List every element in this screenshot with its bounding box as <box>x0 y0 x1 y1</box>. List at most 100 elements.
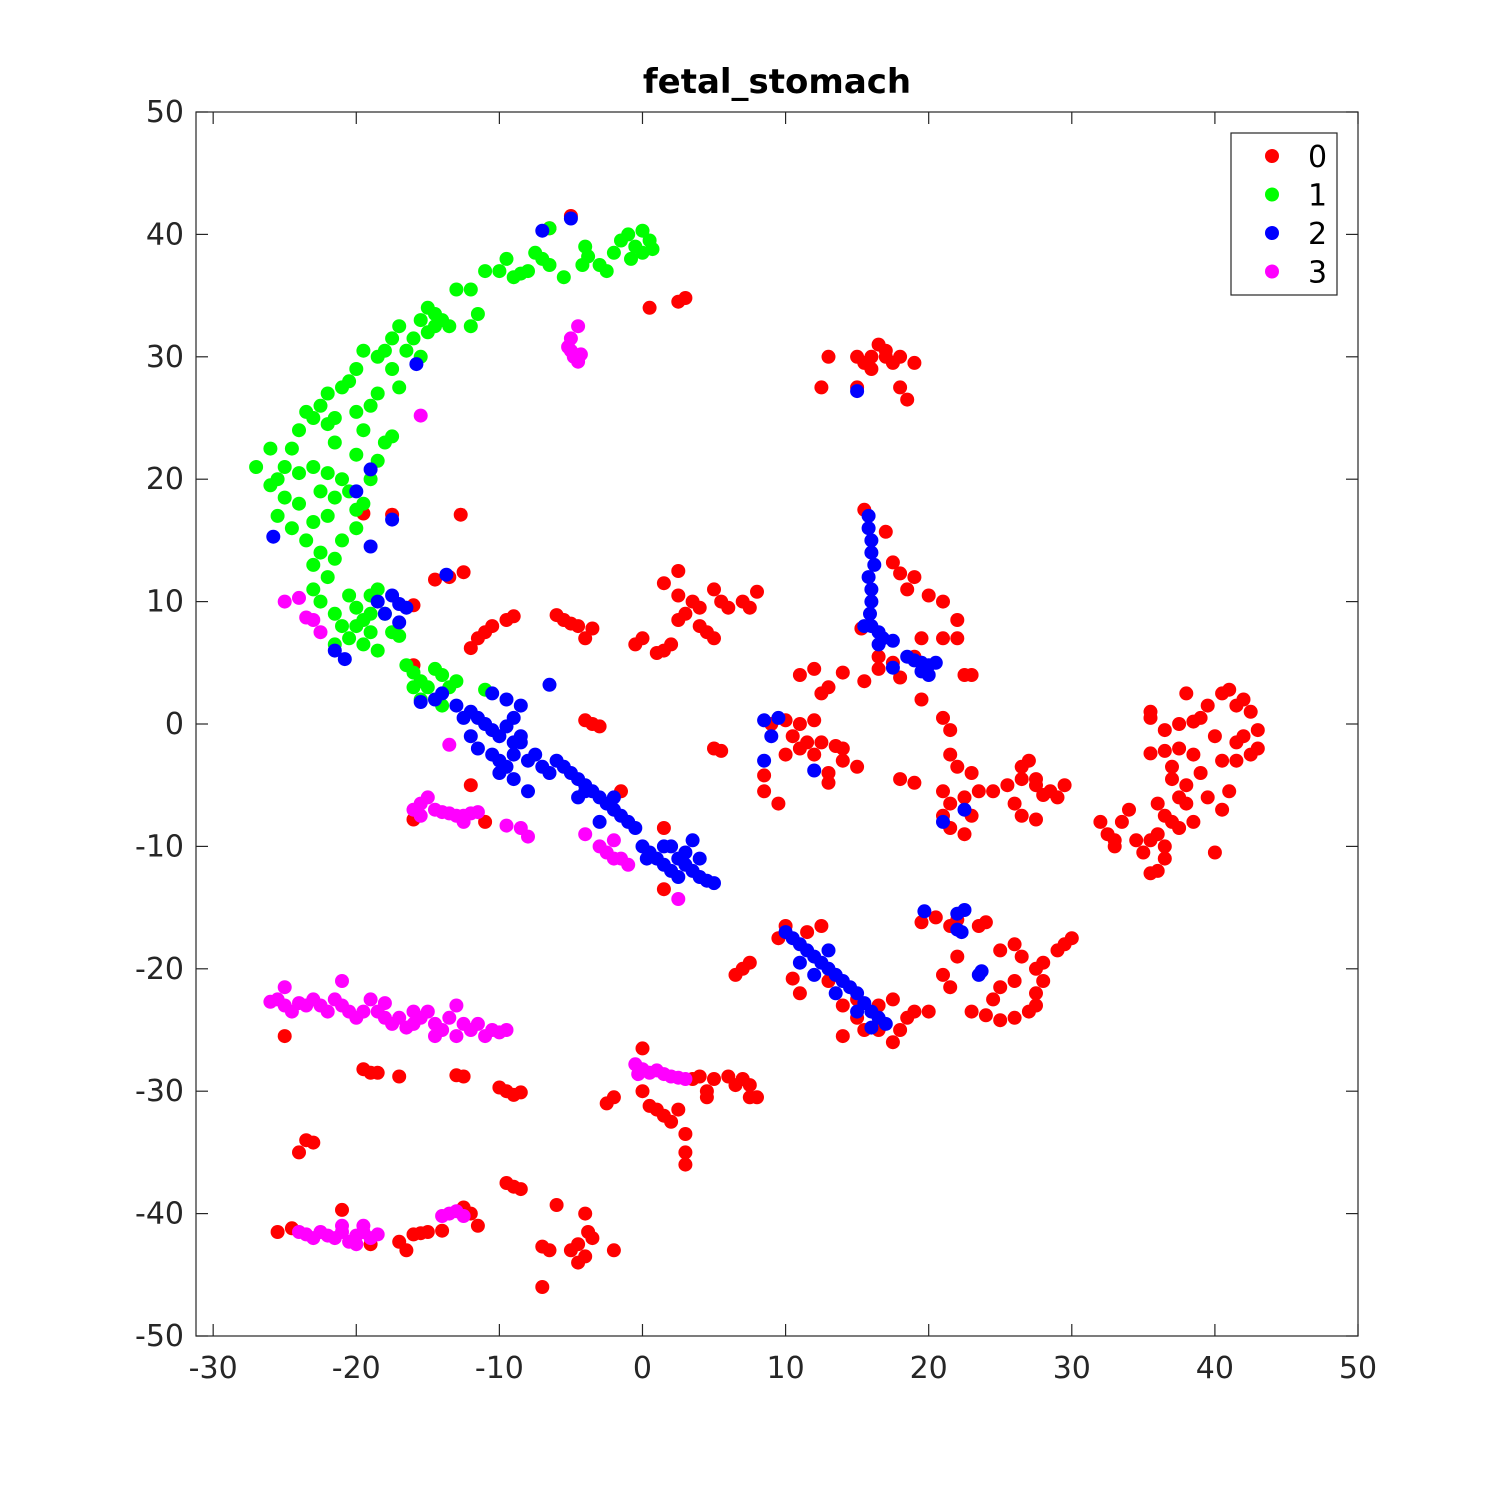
data-point <box>974 964 989 979</box>
series-1 <box>249 221 660 713</box>
data-point <box>1007 937 1022 952</box>
data-point <box>349 362 364 376</box>
data-point <box>320 508 335 523</box>
data-point <box>335 472 349 487</box>
data-point <box>506 772 521 787</box>
data-point <box>335 619 349 634</box>
data-point <box>628 821 643 835</box>
data-point <box>377 996 392 1011</box>
data-point <box>413 408 428 423</box>
data-point <box>327 551 342 566</box>
data-point <box>792 741 807 756</box>
data-point <box>1157 743 1172 758</box>
data-point <box>864 582 879 597</box>
data-point <box>764 729 779 744</box>
data-point <box>878 524 893 539</box>
data-point <box>306 1135 321 1150</box>
data-point <box>1007 796 1022 811</box>
data-point <box>249 460 264 474</box>
data-point <box>678 1127 693 1141</box>
data-point <box>1129 833 1144 848</box>
data-point <box>528 747 543 762</box>
data-point <box>428 1029 442 1044</box>
data-point <box>499 1023 514 1037</box>
data-point <box>320 386 335 401</box>
data-point <box>671 892 686 906</box>
data-point <box>1200 790 1215 805</box>
data-point <box>678 291 693 305</box>
data-point <box>1172 717 1187 731</box>
data-point <box>435 668 450 682</box>
data-point <box>513 266 528 281</box>
data-point <box>327 490 342 505</box>
legend-label: 2 <box>1308 217 1327 252</box>
data-point <box>828 986 843 1001</box>
data-point <box>671 1102 686 1117</box>
legend-marker <box>1265 226 1279 240</box>
data-point <box>1036 974 1051 988</box>
data-point <box>521 784 535 799</box>
data-point <box>914 915 929 930</box>
data-point <box>1136 845 1151 860</box>
data-point <box>785 729 800 744</box>
data-point <box>978 915 993 930</box>
data-point <box>335 533 349 548</box>
data-point <box>936 631 950 646</box>
data-point <box>406 680 421 695</box>
data-point <box>928 655 943 670</box>
data-point <box>449 1029 464 1044</box>
data-point <box>327 643 342 658</box>
data-point <box>624 251 638 266</box>
data-point <box>1179 778 1194 793</box>
data-point <box>714 743 729 758</box>
data-point <box>993 1013 1008 1028</box>
data-point <box>943 796 958 811</box>
data-point <box>850 384 865 399</box>
data-point <box>993 943 1008 958</box>
data-point <box>470 805 485 820</box>
data-point <box>821 766 836 780</box>
data-point <box>349 404 364 419</box>
data-point <box>964 766 979 780</box>
data-point <box>385 512 400 527</box>
data-point <box>885 633 900 648</box>
data-point <box>993 980 1008 995</box>
data-point <box>885 992 900 1007</box>
data-point <box>835 998 850 1013</box>
y-tick-label: -20 <box>135 952 184 987</box>
data-point <box>399 600 414 615</box>
data-point <box>420 1004 435 1019</box>
x-tick-label: 20 <box>910 1351 948 1386</box>
data-point <box>757 784 772 799</box>
data-point <box>1014 808 1029 823</box>
data-point <box>1243 704 1258 719</box>
data-point <box>692 851 707 866</box>
data-point <box>349 484 364 499</box>
data-point <box>957 790 972 805</box>
data-point <box>306 582 321 597</box>
data-point <box>943 723 958 738</box>
data-point <box>950 949 965 964</box>
data-point <box>664 637 679 652</box>
data-point <box>807 713 822 728</box>
data-point <box>885 1035 900 1050</box>
data-point <box>292 1145 306 1160</box>
data-point <box>1057 778 1072 793</box>
data-point <box>871 637 886 652</box>
data-point <box>270 1225 285 1239</box>
legend-marker <box>1265 187 1279 202</box>
data-point <box>986 992 1001 1007</box>
data-point <box>885 660 900 675</box>
data-point <box>1107 839 1122 854</box>
data-point <box>513 1085 528 1100</box>
data-point <box>878 349 893 364</box>
data-point <box>656 821 671 835</box>
y-tick-label: 20 <box>146 462 184 497</box>
data-point <box>771 796 786 811</box>
data-point <box>542 1243 557 1258</box>
data-point <box>885 555 900 570</box>
data-point <box>320 570 335 585</box>
data-point <box>943 980 958 995</box>
data-point <box>549 1198 564 1212</box>
x-tick-label: -20 <box>332 1351 381 1386</box>
